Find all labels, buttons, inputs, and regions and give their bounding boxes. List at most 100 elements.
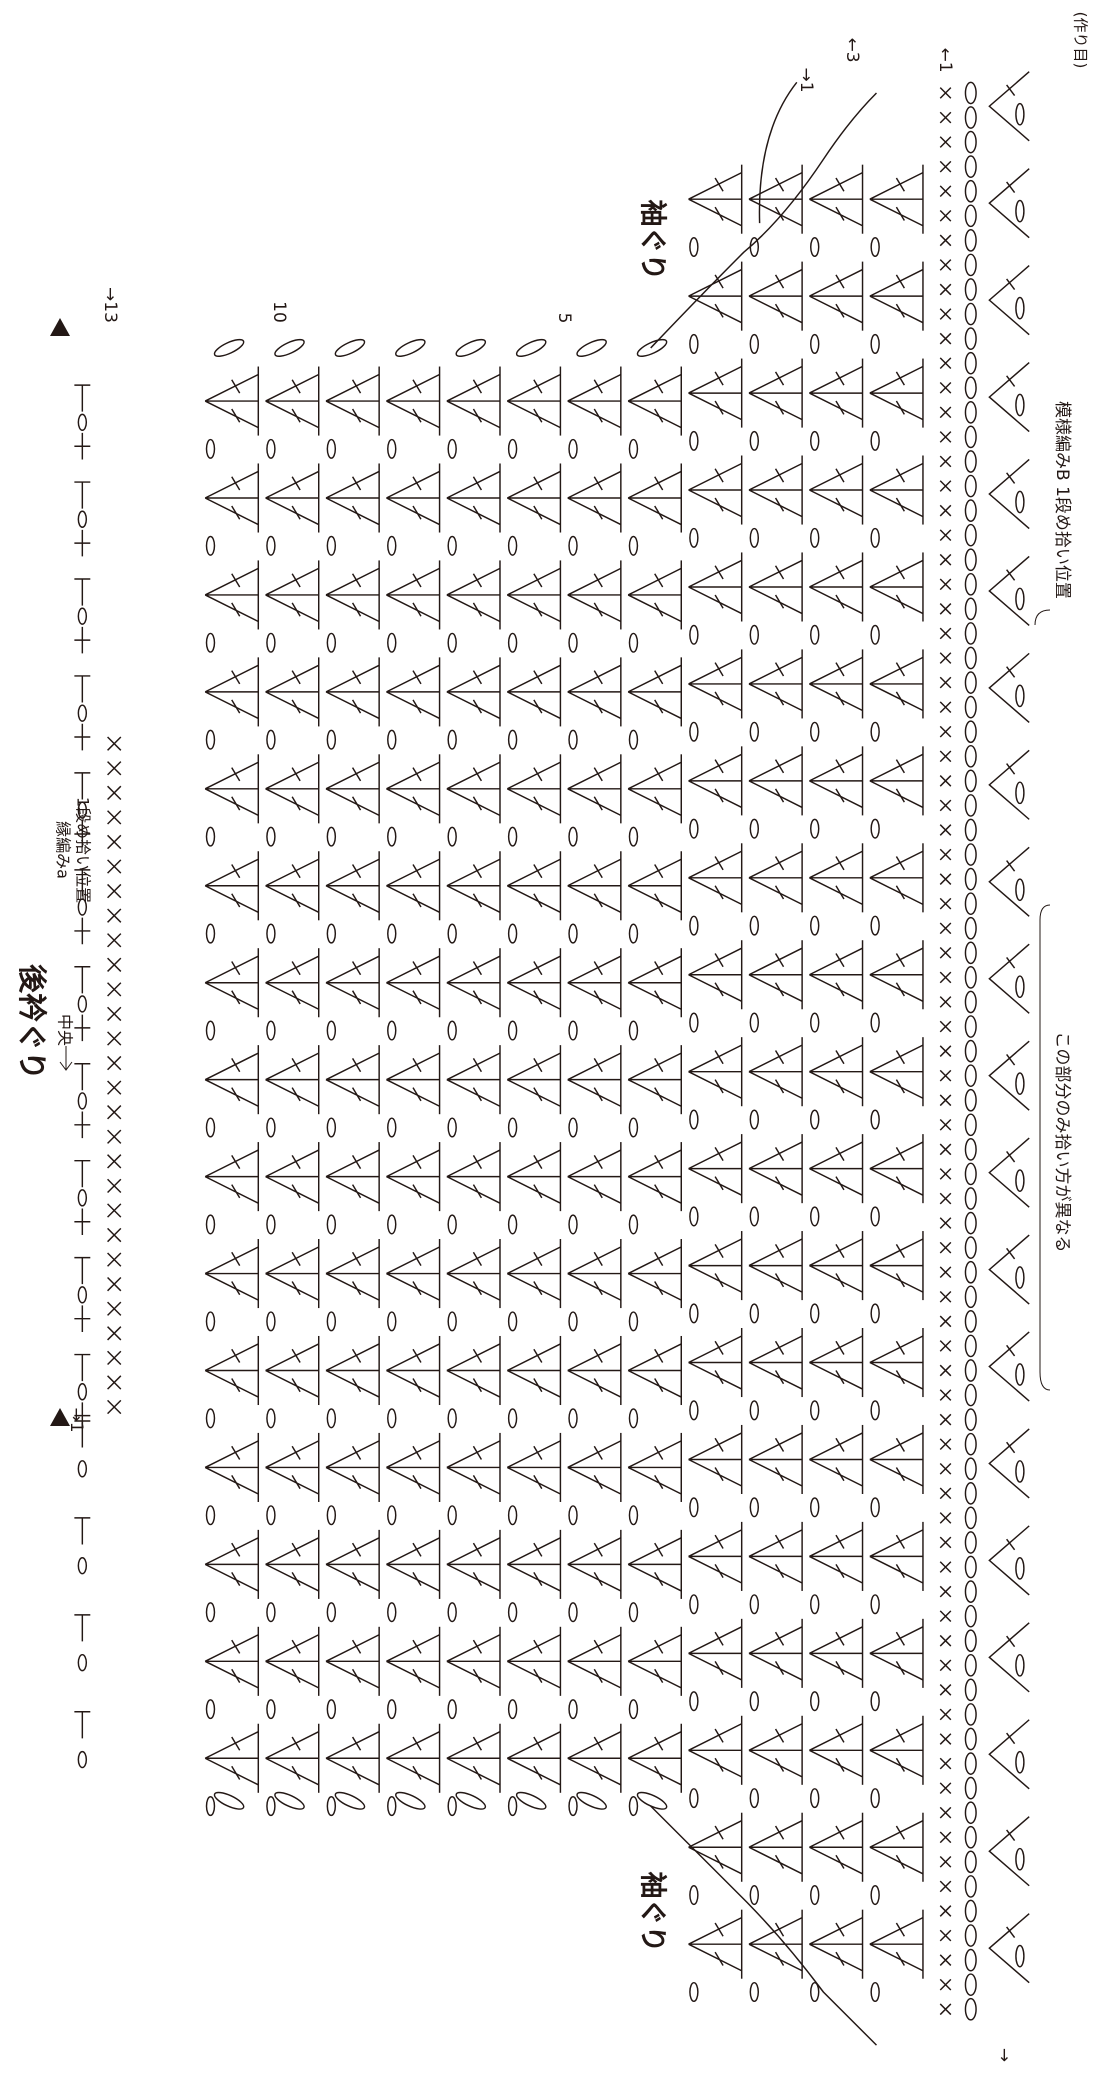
stitch-symbol xyxy=(869,753,924,809)
stitch-symbol xyxy=(628,535,639,556)
stitch-symbol xyxy=(387,1602,397,1623)
stitch-symbol xyxy=(688,1529,743,1584)
stitch-symbol xyxy=(714,1534,724,1549)
stitch-symbol xyxy=(107,1203,122,1218)
stitch-symbol xyxy=(472,573,483,588)
stitch-symbol xyxy=(895,1534,905,1549)
stitch-symbol xyxy=(472,1542,483,1557)
stitch-symbol xyxy=(326,1602,337,1623)
stitch-symbol xyxy=(1015,781,1025,805)
stitch-symbol xyxy=(964,204,977,228)
stitch-symbol xyxy=(774,371,785,386)
stitch-symbol xyxy=(325,1052,380,1107)
stitch-symbol xyxy=(77,1653,88,1672)
stitch-symbol xyxy=(472,796,483,811)
stitch-symbol xyxy=(351,1154,362,1170)
stitch-symbol xyxy=(688,656,743,712)
stitch-symbol xyxy=(895,1273,905,1288)
stitch-symbol xyxy=(593,864,603,879)
stitch-symbol xyxy=(714,691,724,706)
stitch-symbol xyxy=(939,897,952,910)
stitch-symbol xyxy=(964,1678,977,1702)
stitch-symbol xyxy=(506,1440,561,1495)
stitch-symbol xyxy=(204,373,259,429)
stitch-symbol xyxy=(628,1699,639,1720)
stitch-symbol xyxy=(1006,1635,1016,1648)
stitch-symbol xyxy=(939,1757,952,1770)
stitch-symbol xyxy=(809,1141,863,1196)
stitch-symbol xyxy=(266,1505,276,1526)
stitch-symbol xyxy=(627,1537,682,1592)
stitch-symbol xyxy=(939,185,952,198)
stitch-symbol xyxy=(870,721,880,742)
stitch-symbol xyxy=(870,1981,880,2003)
stitch-symbol xyxy=(654,893,664,908)
stitch-symbol xyxy=(351,1087,362,1102)
stitch-symbol xyxy=(107,1252,122,1267)
stitch-symbol xyxy=(351,1639,362,1654)
stitch-symbol xyxy=(964,130,977,154)
stitch-symbol xyxy=(395,338,426,357)
stitch-symbol xyxy=(689,333,699,354)
stitch-symbol xyxy=(748,1916,803,1972)
stitch-symbol xyxy=(895,177,905,192)
stitch-symbol xyxy=(749,430,760,451)
stitch-symbol xyxy=(74,578,91,654)
stitch-symbol xyxy=(204,761,259,817)
stitch-symbol xyxy=(964,1162,977,1186)
stitch-symbol xyxy=(533,379,543,394)
stitch-symbol xyxy=(810,430,820,451)
stitch-symbol xyxy=(568,1311,578,1332)
stitch-symbol xyxy=(774,177,785,192)
stitch-symbol xyxy=(472,1281,483,1296)
stitch-symbol xyxy=(689,527,699,548)
stitch-symbol xyxy=(964,1334,977,1358)
stitch-symbol xyxy=(774,788,785,803)
stitch-symbol xyxy=(291,864,301,879)
stitch-symbol xyxy=(628,1796,639,1817)
stitch-symbol xyxy=(988,361,1030,433)
stitch-symbol xyxy=(334,1791,366,1810)
stitch-symbol xyxy=(351,1058,362,1073)
stitch-symbol xyxy=(231,961,241,976)
stitch-symbol xyxy=(1006,569,1016,581)
stitch-symbol xyxy=(74,1159,91,1236)
stitch-symbol xyxy=(265,1343,320,1398)
stitch-symbol xyxy=(895,1147,905,1162)
stitch-symbol xyxy=(654,990,664,1005)
stitch-symbol xyxy=(809,1820,863,1875)
stitch-symbol xyxy=(593,1475,603,1490)
stitch-symbol xyxy=(325,1537,380,1592)
stitch-symbol xyxy=(749,1303,760,1324)
stitch-symbol xyxy=(988,1137,1030,1208)
stitch-symbol xyxy=(688,1238,743,1293)
stitch-symbol xyxy=(748,1238,803,1293)
stitch-symbol xyxy=(265,1149,320,1204)
stitch-symbol xyxy=(895,1340,905,1355)
stitch-symbol xyxy=(291,1378,301,1393)
stitch-symbol xyxy=(714,1728,724,1743)
stitch-symbol xyxy=(472,408,483,423)
stitch-symbol xyxy=(74,966,91,1042)
stitch-symbol xyxy=(627,1634,682,1689)
stitch-symbol xyxy=(386,1440,440,1495)
stitch-symbol xyxy=(593,796,603,811)
stitch-symbol xyxy=(231,670,241,685)
stitch-symbol xyxy=(568,632,578,653)
stitch-symbol xyxy=(748,1820,803,1875)
stitch-symbol xyxy=(266,1408,276,1429)
stitch-symbol xyxy=(107,933,122,948)
stitch-symbol xyxy=(1015,1944,1025,1968)
stitch-symbol xyxy=(628,826,639,847)
stitch-symbol xyxy=(412,864,422,879)
stitch-symbol xyxy=(567,1149,622,1204)
stitch-symbol xyxy=(472,505,483,520)
stitch-symbol xyxy=(446,761,501,817)
stitch-symbol xyxy=(964,1187,977,1210)
stitch-symbol xyxy=(506,567,561,623)
stitch-symbol xyxy=(412,1668,422,1683)
stitch-symbol xyxy=(810,333,820,354)
stitch-symbol xyxy=(593,476,603,491)
stitch-symbol xyxy=(326,923,337,944)
stitch-symbol xyxy=(387,1505,397,1526)
